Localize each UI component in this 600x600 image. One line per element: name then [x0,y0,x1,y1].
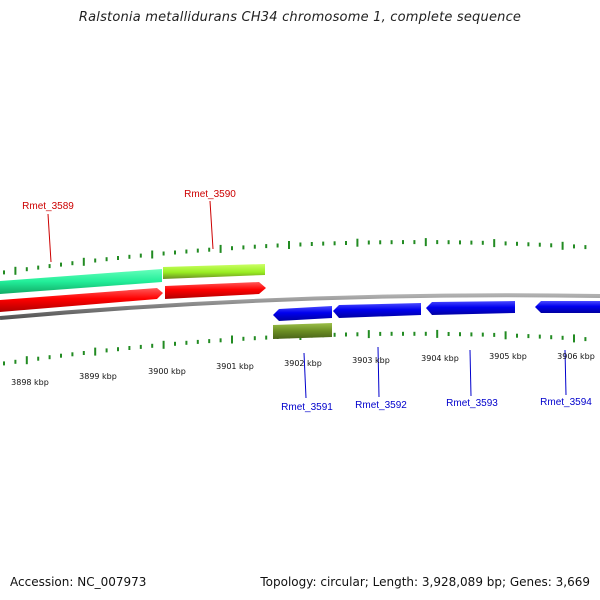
gene-label-rmet-3591[interactable]: Rmet_3591 [281,402,333,413]
label-leader-rmet-3592 [377,346,380,398]
outer-tick-marks [3,238,587,275]
scale-label: 3903 kbp [352,356,390,365]
gene-label-rmet-3590[interactable]: Rmet_3590 [184,189,236,200]
gene-rmet-3589-arrow[interactable] [0,288,163,312]
gene-rmet-3592-arrow[interactable] [333,303,421,318]
gene-rmet-3591-olive-band[interactable] [273,323,332,339]
label-leader-rmet-3590 [209,200,214,250]
gene-label-rmet-3592[interactable]: Rmet_3592 [355,400,407,411]
scale-label: 3901 kbp [216,362,254,371]
gene-label-rmet-3594[interactable]: Rmet_3594 [540,397,592,408]
accession-text: Accession: NC_007973 [10,575,147,589]
label-leader-rmet-3593 [469,349,472,397]
label-leader-rmet-3591 [303,352,307,399]
label-leader-rmet-3594 [564,349,567,396]
backbone-track [0,293,600,320]
scale-label: 3902 kbp [284,359,322,368]
gene-rmet-3593-arrow[interactable] [426,301,515,315]
gene-label-rmet-3589[interactable]: Rmet_3589 [22,201,74,212]
scale-label: 3899 kbp [79,372,117,381]
scale-label: 3900 kbp [148,367,186,376]
map-title: Ralstonia metallidurans CH34 chromosome … [78,10,522,25]
gene-rmet-3590-lime-band[interactable] [163,264,265,279]
gene-label-rmet-3593[interactable]: Rmet_3593 [446,398,498,409]
gene-rmet-3590-arrow[interactable] [165,282,266,299]
scale-label: 3906 kbp [557,352,595,361]
scale-label: 3898 kbp [11,378,49,387]
label-leader-rmet-3589 [47,213,52,263]
scale-label: 3905 kbp [489,352,527,361]
gene-rmet-3594-arrow[interactable] [535,301,600,313]
gene-rmet-3589-teal-band[interactable] [0,269,162,294]
scale-label: 3904 kbp [421,354,459,363]
genome-stats-text: Topology: circular; Length: 3,928,089 bp… [260,575,590,589]
gene-rmet-3591-arrow[interactable] [273,306,332,321]
